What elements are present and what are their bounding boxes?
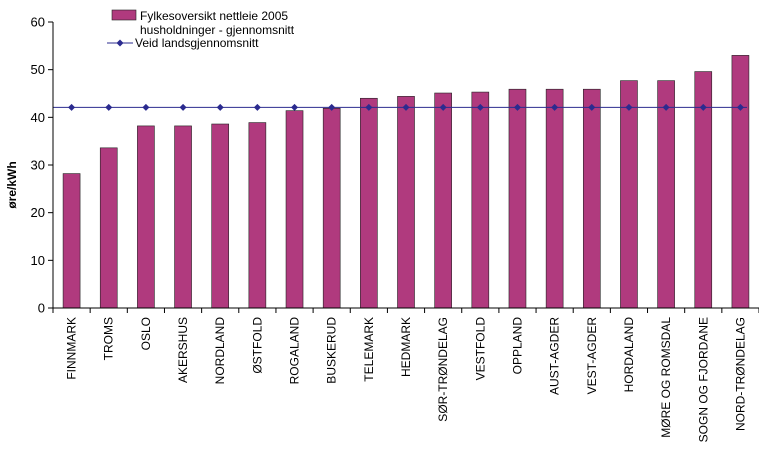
- average-marker: [476, 103, 484, 111]
- category-label: AKERSHUS: [176, 317, 190, 383]
- category-label: NORDLAND: [213, 317, 227, 385]
- y-tick-label: 20: [31, 205, 45, 220]
- bar: [62, 173, 81, 309]
- category-label: TELEMARK: [362, 317, 376, 382]
- legend-swatch-marker: [116, 39, 124, 47]
- category-label: VESTFOLD: [473, 317, 487, 381]
- category-label: TROMS: [102, 317, 116, 360]
- category-label: FINNMARK: [65, 317, 79, 380]
- average-marker: [513, 103, 521, 111]
- category-label: AUST-AGDER: [548, 317, 562, 395]
- category-labels: FINNMARK TROMS OSLO AKERSHUS NORDLAND ØSTFOLD…: [65, 317, 748, 443]
- y-tick-label: 50: [31, 62, 45, 77]
- legend-label-line: Veid landsgjennomsnitt: [135, 36, 259, 50]
- category-label: HEDMARK: [399, 317, 413, 377]
- axes: [52, 22, 759, 313]
- bar: [99, 147, 118, 309]
- bar: [657, 80, 675, 309]
- bar: [211, 123, 230, 309]
- category-label: OSLO: [139, 317, 153, 350]
- average-marker: [105, 103, 113, 111]
- average-marker: [216, 103, 224, 111]
- bar-series: [62, 55, 750, 309]
- average-marker: [402, 103, 410, 111]
- bar: [248, 122, 267, 309]
- y-tick-label: 40: [31, 110, 45, 125]
- average-line-series: [53, 103, 747, 111]
- category-label: SØR-TRØNDELAG: [436, 317, 450, 422]
- average-marker: [551, 103, 559, 111]
- legend: Fylkesoversikt nettleie 2005husholdninge…: [107, 9, 295, 50]
- average-marker: [365, 103, 373, 111]
- y-axis-label: øre/kWh: [5, 161, 19, 208]
- average-marker: [179, 103, 187, 111]
- bar: [471, 91, 490, 309]
- bar: [285, 110, 304, 309]
- average-marker: [439, 103, 447, 111]
- bar: [434, 92, 452, 309]
- average-marker: [291, 103, 299, 111]
- y-tick-label: 30: [31, 158, 45, 173]
- legend-label-bar: husholdninger - gjennomsnitt: [140, 23, 295, 37]
- bar: [174, 125, 192, 309]
- bar: [360, 97, 378, 309]
- bar: [545, 88, 564, 309]
- average-marker: [328, 103, 336, 111]
- category-label: VEST-AGDER: [585, 317, 599, 395]
- category-label: MØRE OG ROMSDAL: [659, 317, 673, 438]
- average-marker: [699, 103, 707, 111]
- average-marker: [736, 103, 744, 111]
- y-tick-label: 0: [38, 301, 45, 316]
- average-marker: [68, 103, 76, 111]
- category-label: ØSTFOLD: [250, 317, 264, 374]
- category-label: HORDALAND: [622, 317, 636, 393]
- category-label: NORD-TRØNDELAG: [733, 317, 747, 431]
- bar: [137, 125, 155, 309]
- bar: [620, 80, 638, 309]
- bar: [508, 88, 527, 309]
- average-marker: [662, 103, 670, 111]
- legend-label-bar: Fylkesoversikt nettleie 2005: [140, 9, 288, 23]
- y-tick-label: 60: [31, 15, 45, 30]
- category-label: SOGN OG FJORDANE: [696, 317, 710, 442]
- bar: [731, 55, 750, 309]
- average-marker: [253, 103, 261, 111]
- category-label: BUSKERUD: [325, 317, 339, 384]
- bar: [322, 107, 341, 309]
- y-tick-label: 10: [31, 253, 45, 268]
- y-axis-ticks: 0 10 20 30 40 50 60: [31, 15, 53, 316]
- average-marker: [625, 103, 633, 111]
- average-marker: [588, 103, 596, 111]
- category-label: ROGALAND: [288, 317, 302, 385]
- category-label: OPPLAND: [510, 317, 524, 375]
- average-marker: [142, 103, 150, 111]
- legend-swatch-bar: [111, 9, 137, 21]
- bar: [582, 88, 601, 309]
- bar: [397, 96, 415, 309]
